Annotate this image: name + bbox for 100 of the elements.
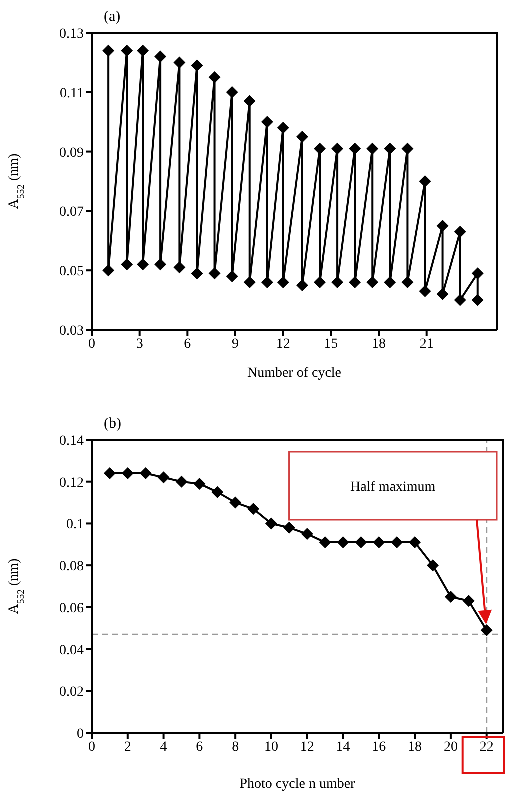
x-tick-label: 6 — [196, 740, 204, 755]
x-axis-title: Number of cycle — [246, 366, 343, 382]
x-tick-label: 20 — [444, 740, 458, 755]
point — [230, 496, 242, 509]
point — [277, 122, 290, 134]
x-tick-label: 9 — [232, 336, 240, 352]
point — [154, 258, 167, 271]
point — [248, 503, 260, 516]
point — [137, 258, 150, 271]
y-tick-label: 0.09 — [60, 146, 84, 161]
y-tick-label: 0 — [77, 726, 84, 742]
x-tick-label: 12 — [276, 336, 290, 352]
point — [137, 44, 150, 57]
x-tick-label: 22 — [480, 740, 494, 755]
point — [436, 288, 449, 300]
x-tick-label: 16 — [372, 740, 386, 755]
x-axis-title: Photo cycle n umber — [238, 777, 356, 793]
y-tick-label: 0.06 — [60, 601, 84, 616]
point — [208, 72, 221, 84]
y-tick-label: 0.03 — [60, 324, 84, 339]
x-tick-label: 0 — [88, 740, 96, 755]
x-tick-label: 15 — [324, 336, 338, 352]
point — [121, 258, 134, 271]
x-tick-label: 3 — [136, 336, 144, 352]
point — [391, 536, 404, 549]
point — [244, 95, 256, 108]
point — [104, 467, 116, 480]
point — [454, 226, 466, 238]
y-tick-label: 0.08 — [60, 560, 84, 575]
point — [154, 50, 167, 63]
point — [355, 536, 368, 549]
y-tick-label: 0.11 — [60, 86, 84, 102]
y-tick-label: 0.07 — [60, 205, 84, 220]
x-tick-label: 2 — [124, 740, 132, 755]
point — [194, 478, 206, 490]
point — [212, 486, 224, 498]
point — [436, 220, 449, 232]
x-tick-label: 14 — [336, 740, 350, 755]
point — [226, 86, 238, 98]
point — [319, 536, 332, 549]
point — [140, 467, 152, 480]
point — [427, 560, 440, 572]
point — [337, 536, 350, 549]
x-tick-label: 8 — [232, 740, 240, 755]
point — [265, 518, 278, 530]
y-tick-label: 0.04 — [60, 643, 84, 658]
point — [121, 44, 134, 57]
point — [277, 276, 290, 288]
point — [296, 130, 308, 143]
point — [419, 285, 432, 298]
annotation: Half maximum — [350, 480, 436, 495]
point — [349, 142, 362, 155]
point — [191, 60, 204, 72]
point — [283, 522, 296, 534]
point — [296, 279, 308, 292]
point — [373, 536, 386, 549]
point — [244, 276, 256, 288]
point — [332, 276, 344, 288]
y-tick-label: 0.1 — [66, 518, 84, 533]
point — [419, 176, 432, 188]
x-tick-label: 6 — [184, 336, 192, 352]
x-tick-label: 21 — [420, 336, 434, 352]
point — [158, 472, 170, 484]
point — [174, 262, 186, 274]
point — [332, 142, 344, 155]
point — [480, 624, 493, 636]
x-tick-label: 18 — [408, 740, 422, 755]
point — [301, 528, 314, 540]
x-tick-label: 10 — [264, 740, 278, 755]
point — [384, 142, 396, 155]
point — [472, 268, 484, 280]
point — [261, 116, 274, 128]
x-tick-label: 18 — [372, 336, 386, 352]
point — [444, 590, 457, 603]
y-tick-label: 0.14 — [60, 434, 84, 449]
point — [349, 276, 362, 288]
point — [314, 142, 326, 155]
y-tick-label: 0.02 — [60, 685, 84, 700]
point — [102, 264, 115, 277]
chart-title: (a) — [104, 9, 121, 26]
point — [366, 276, 379, 288]
point — [208, 268, 221, 280]
y-tick-label: 0.12 — [60, 476, 84, 491]
x-tick-label: 12 — [300, 740, 314, 755]
point — [174, 56, 186, 69]
point — [226, 270, 238, 283]
x-tick-label: 0 — [88, 336, 96, 352]
point — [472, 294, 484, 306]
point — [261, 276, 274, 288]
x-tick-label: 4 — [160, 740, 168, 755]
point — [384, 276, 396, 288]
point — [402, 276, 414, 288]
y-tick-label: 0.13 — [60, 26, 84, 42]
point — [366, 142, 379, 155]
point — [176, 476, 188, 488]
point — [462, 595, 475, 608]
chart-title: (b) — [104, 416, 122, 433]
point — [191, 268, 204, 280]
point — [122, 467, 134, 480]
point — [402, 142, 414, 155]
